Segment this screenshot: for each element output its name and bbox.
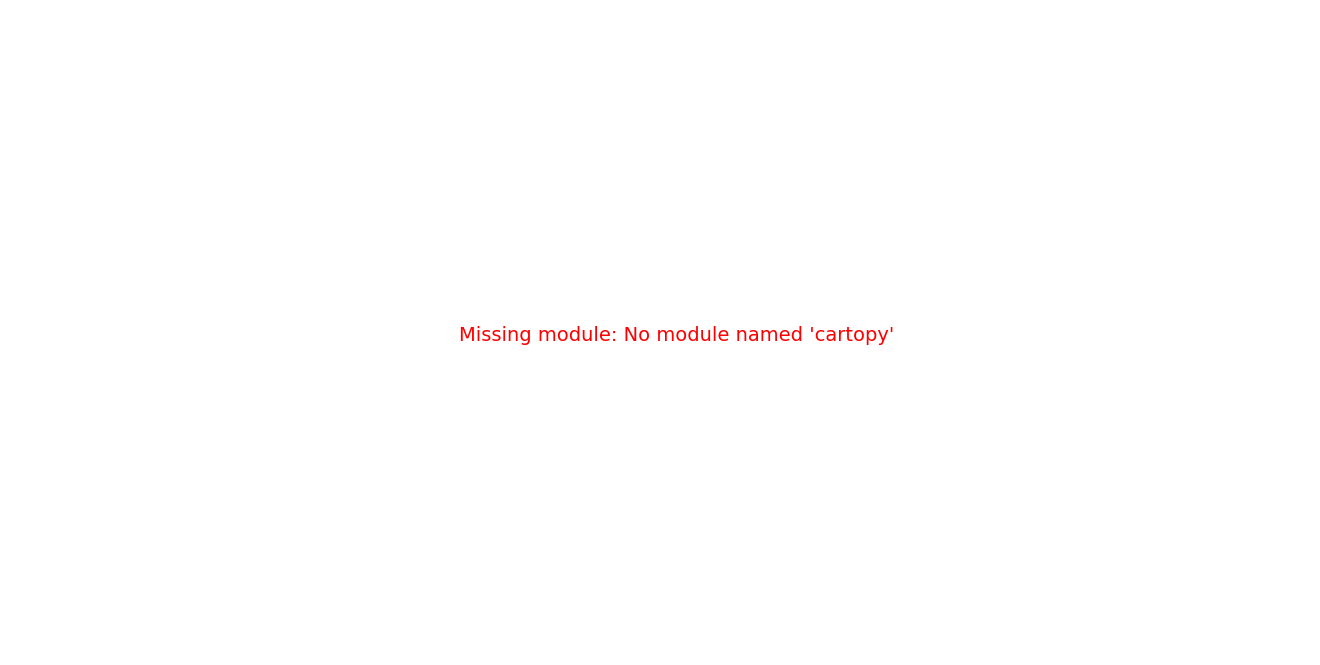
Text: Missing module: No module named 'cartopy': Missing module: No module named 'cartopy… (459, 327, 894, 345)
